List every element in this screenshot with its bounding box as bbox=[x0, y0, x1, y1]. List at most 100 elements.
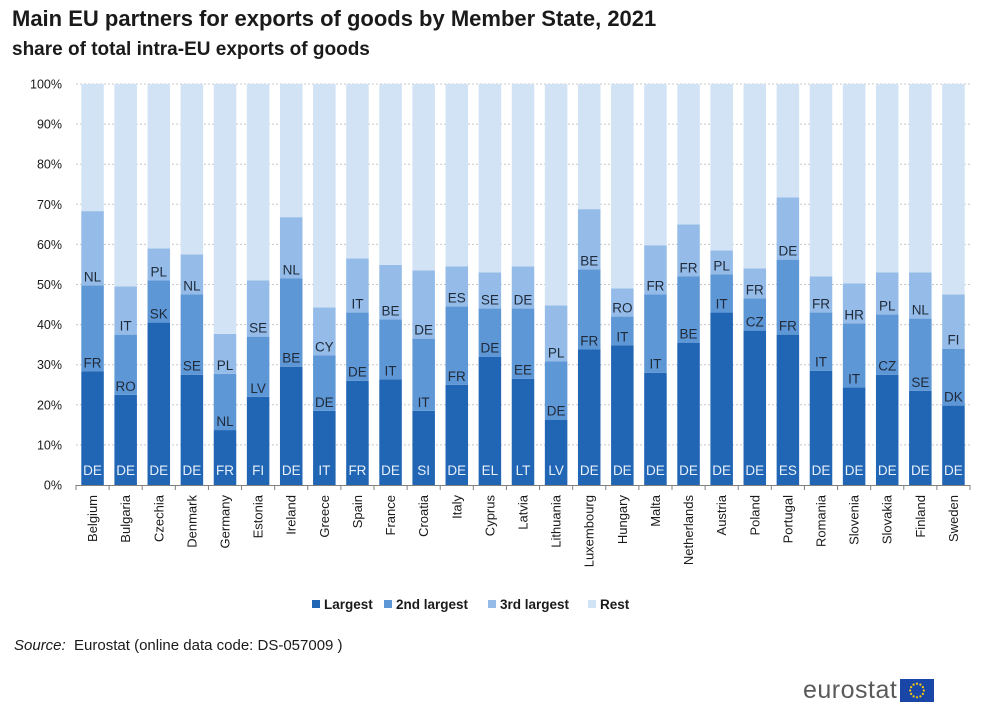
segment-label-second: IT bbox=[616, 329, 628, 344]
bar-segment-largest bbox=[909, 390, 932, 485]
bar-segment-3rd-largest bbox=[544, 305, 568, 362]
bar-segment-3rd-largest bbox=[412, 270, 435, 339]
bar-segment-3rd-largest bbox=[511, 266, 535, 309]
segment-label-second: SE bbox=[183, 359, 201, 374]
bar-segment-rest bbox=[909, 84, 932, 273]
x-tick-label: Czechia bbox=[151, 494, 166, 542]
legend-swatch bbox=[488, 600, 496, 608]
x-tick-label: Austria bbox=[714, 494, 729, 535]
bar-segment-2nd-largest bbox=[842, 323, 866, 388]
bar-segment-rest bbox=[279, 84, 303, 218]
eu-flag-star bbox=[912, 695, 916, 698]
eu-flag-star bbox=[916, 682, 919, 685]
segment-label-third: NL bbox=[283, 262, 301, 277]
segment-label-third: IT bbox=[120, 319, 132, 334]
bar-segment-3rd-largest bbox=[213, 333, 237, 374]
bar-segment-2nd-largest bbox=[743, 298, 767, 331]
segment-label-largest: DE bbox=[183, 463, 202, 478]
bar-segment-rest bbox=[147, 84, 171, 249]
bar-segment-2nd-largest bbox=[710, 274, 733, 313]
eu-flag-star bbox=[910, 692, 913, 695]
x-tick-label: Estonia bbox=[251, 494, 266, 538]
segment-label-largest: DE bbox=[83, 463, 102, 478]
x-tick-label: Denmark bbox=[184, 495, 199, 548]
bar-segment-largest bbox=[710, 312, 733, 485]
bar-segment-rest bbox=[577, 84, 601, 210]
eu-flag-icon bbox=[900, 679, 935, 702]
bar-segment-largest bbox=[677, 342, 700, 485]
bar-segment-2nd-largest bbox=[246, 336, 270, 397]
segment-label-third: PL bbox=[879, 299, 896, 314]
y-tick-label: 20% bbox=[37, 398, 62, 412]
bar-segment-3rd-largest bbox=[279, 217, 303, 279]
segment-label-third: FR bbox=[680, 260, 698, 275]
bar-segment-3rd-largest bbox=[942, 294, 965, 349]
segment-label-largest: DE bbox=[812, 463, 831, 478]
x-tick-label: Lithuania bbox=[549, 494, 564, 548]
bar-segment-largest bbox=[379, 379, 402, 485]
bar-segment-largest bbox=[511, 378, 535, 485]
segment-label-largest: DE bbox=[944, 463, 963, 478]
segment-label-third: NL bbox=[912, 303, 930, 318]
segment-label-third: SE bbox=[481, 293, 499, 308]
x-tick-label: Cyprus bbox=[482, 495, 497, 537]
bar-segment-3rd-largest bbox=[644, 245, 667, 295]
y-tick-label: 60% bbox=[37, 238, 62, 252]
bar-segment-3rd-largest bbox=[776, 197, 800, 260]
segment-label-second: DE bbox=[547, 404, 566, 419]
eu-flag-star bbox=[923, 689, 926, 692]
bar-segment-rest bbox=[445, 84, 469, 267]
bar-segment-largest bbox=[114, 394, 137, 485]
legend-label: Largest bbox=[324, 597, 373, 612]
bar-segment-3rd-largest bbox=[842, 283, 866, 324]
segment-label-second: EE bbox=[514, 363, 532, 378]
segment-label-second: SK bbox=[150, 307, 168, 322]
bar-segment-3rd-largest bbox=[81, 211, 104, 286]
legend-label: 3rd largest bbox=[500, 597, 570, 612]
segment-label-largest: EL bbox=[482, 463, 499, 478]
bar-segment-rest bbox=[379, 84, 402, 265]
segment-label-second: DE bbox=[481, 341, 500, 356]
eu-flag-star bbox=[909, 689, 912, 692]
segment-label-second: DE bbox=[315, 395, 334, 410]
segment-label-largest: FR bbox=[348, 463, 366, 478]
x-tick-label: Slovenia bbox=[847, 494, 862, 545]
legend-label: Rest bbox=[600, 597, 630, 612]
segment-label-second: IT bbox=[418, 395, 430, 410]
y-tick-label: 0% bbox=[44, 479, 62, 493]
bar-segment-3rd-largest bbox=[710, 250, 733, 275]
bar-segment-rest bbox=[677, 84, 700, 225]
eu-flag-star bbox=[922, 692, 925, 695]
bar-segment-2nd-largest bbox=[478, 308, 502, 357]
y-tick-label: 50% bbox=[37, 278, 62, 292]
x-tick-label: Spain bbox=[350, 495, 365, 528]
bar-segment-largest bbox=[313, 410, 336, 485]
bar-segment-3rd-largest bbox=[809, 276, 833, 313]
bar-segment-2nd-largest bbox=[577, 269, 601, 350]
bar-segment-2nd-largest bbox=[809, 312, 833, 371]
bar-segment-rest bbox=[511, 84, 535, 267]
y-tick-label: 70% bbox=[37, 198, 62, 212]
bar-segment-3rd-largest bbox=[611, 288, 634, 317]
bar-segment-3rd-largest bbox=[445, 266, 469, 307]
eu-flag-star bbox=[922, 686, 925, 689]
bar-segment-largest bbox=[577, 349, 601, 485]
bar-segment-largest bbox=[644, 372, 667, 485]
segment-label-largest: DE bbox=[845, 463, 864, 478]
bar-segment-2nd-largest bbox=[412, 338, 435, 411]
y-tick-label: 10% bbox=[37, 438, 62, 452]
bar-segment-largest bbox=[180, 374, 204, 485]
bar-segment-3rd-largest bbox=[313, 307, 336, 356]
segment-label-third: PL bbox=[151, 264, 168, 279]
segment-label-third: BE bbox=[382, 303, 400, 318]
segment-label-second: NL bbox=[216, 414, 234, 429]
bar-segment-largest bbox=[743, 330, 767, 485]
bar-segment-2nd-largest bbox=[81, 285, 104, 372]
segment-label-largest: FR bbox=[216, 463, 234, 478]
segment-label-third: FI bbox=[947, 333, 959, 348]
segment-label-second: BE bbox=[680, 327, 698, 342]
bar-segment-3rd-largest bbox=[147, 248, 171, 281]
bar-segment-2nd-largest bbox=[644, 294, 667, 373]
bar-segment-largest bbox=[346, 380, 369, 485]
bar-segment-largest bbox=[544, 419, 568, 485]
